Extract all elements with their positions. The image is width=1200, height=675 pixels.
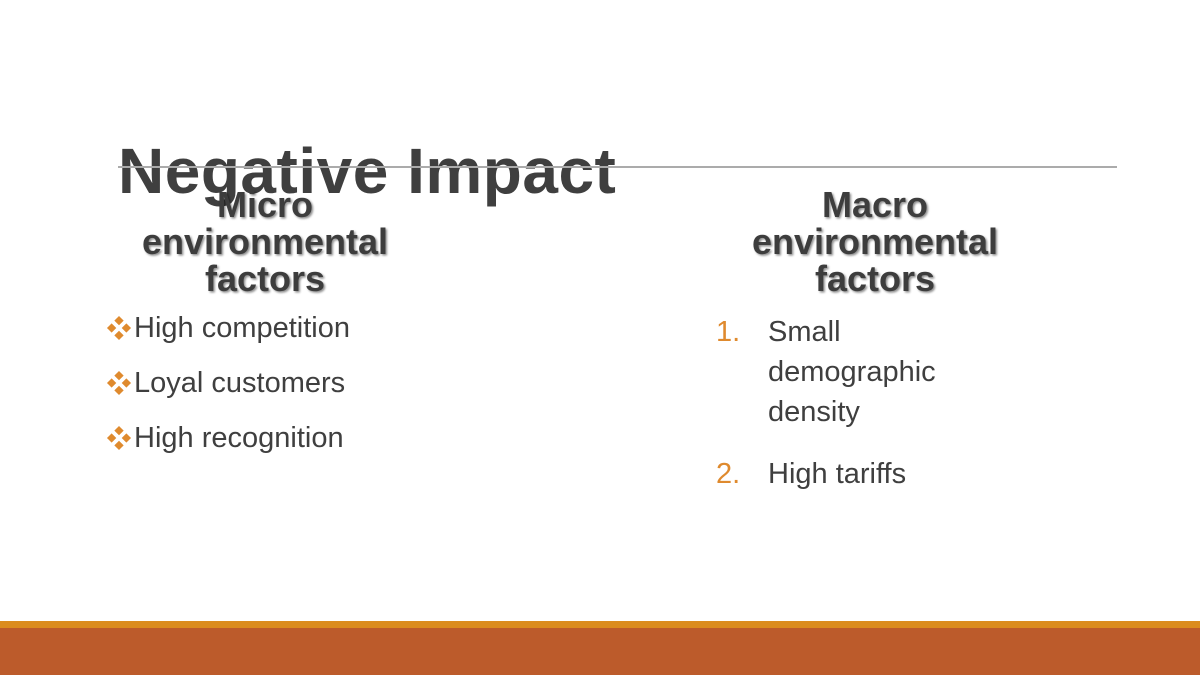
diamond-bullet-icon xyxy=(106,425,132,451)
list-item-number: 1. xyxy=(716,316,741,348)
diamond-bullet-icon xyxy=(106,315,132,341)
right-column-heading: Macro environmental factors xyxy=(751,184,999,299)
macro-factors-list: 1. Small demographic density 2. High tar… xyxy=(716,312,1016,516)
bottom-rust-band xyxy=(0,628,1200,675)
bottom-gold-band xyxy=(0,621,1200,628)
list-item-number: 2. xyxy=(716,458,741,490)
slide-title: Negative Impact xyxy=(118,134,617,207)
list-item-label: High competition xyxy=(134,312,350,344)
list-item-label: Small demographic density xyxy=(768,316,936,428)
list-item-label: High recognition xyxy=(134,422,344,454)
list-item: 1. Small demographic density xyxy=(716,312,1016,432)
list-item: High recognition xyxy=(106,422,466,454)
micro-factors-list: High competition Loyal customers xyxy=(106,312,466,477)
list-item: High competition xyxy=(106,312,466,344)
list-item: 2. High tariffs xyxy=(716,454,1016,494)
list-item: Loyal customers xyxy=(106,367,466,399)
title-divider xyxy=(118,166,1117,168)
left-column-heading: Micro environmental factors xyxy=(141,184,389,299)
list-item-label: Loyal customers xyxy=(134,367,346,399)
list-item-label: High tariffs xyxy=(768,458,907,490)
diamond-bullet-icon xyxy=(106,370,132,396)
